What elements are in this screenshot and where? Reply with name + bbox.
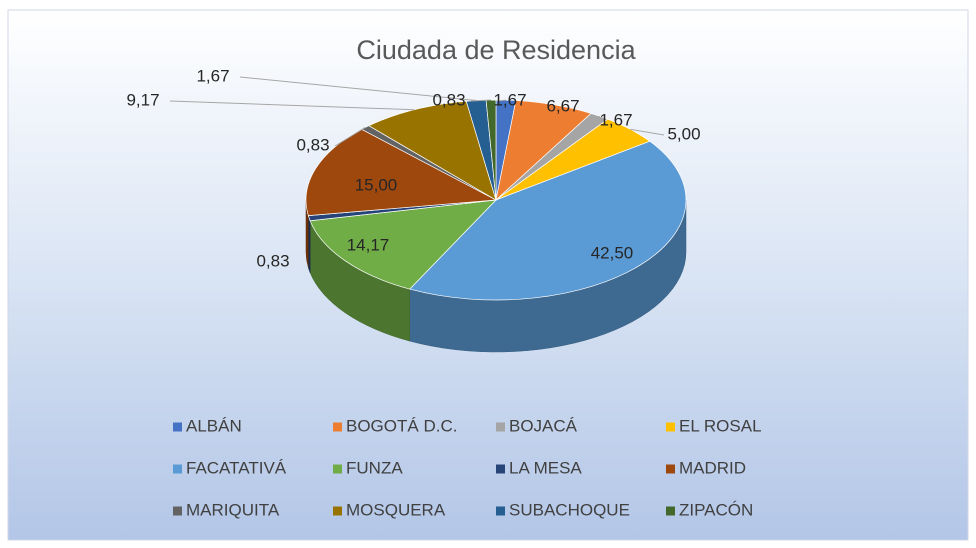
legend-swatch xyxy=(496,422,505,432)
leader-line xyxy=(169,100,415,111)
legend-swatch xyxy=(333,464,342,474)
data-label: 5,00 xyxy=(667,124,700,143)
data-label: 42,50 xyxy=(591,243,634,262)
data-label: 9,17 xyxy=(126,90,159,109)
legend-label: FUNZA xyxy=(346,458,403,477)
data-label: 0,83 xyxy=(432,90,465,109)
data-label: 1,67 xyxy=(599,110,632,129)
legend-swatch xyxy=(496,464,505,474)
legend-label: EL ROSAL xyxy=(679,416,762,435)
slice xyxy=(309,199,497,290)
legend-label: MADRID xyxy=(679,458,746,477)
data-label: 0,83 xyxy=(296,135,329,154)
data-label: 15,00 xyxy=(355,175,398,194)
data-label: 1,67 xyxy=(493,90,526,109)
data-label: 0,83 xyxy=(256,251,289,270)
legend-label: ZIPACÓN xyxy=(679,500,753,519)
legend-swatch xyxy=(666,464,675,474)
legend-swatch xyxy=(173,464,182,474)
legend-label: BOJACÁ xyxy=(509,416,578,435)
legend-label: LA MESA xyxy=(509,458,582,477)
legend-label: FACATATIVÁ xyxy=(186,458,287,477)
legend-label: BOGOTÁ D.C. xyxy=(346,416,457,435)
legend-swatch xyxy=(333,506,342,516)
legend-label: MOSQUERA xyxy=(346,500,446,519)
legend-label: SUBACHOQUE xyxy=(509,500,630,519)
leader-line xyxy=(239,76,477,102)
legend-label: ALBÁN xyxy=(186,416,242,435)
legend-swatch xyxy=(333,422,342,432)
chart-title: Ciudada de Residencia xyxy=(356,35,636,65)
legend-swatch xyxy=(666,422,675,432)
legend-swatch xyxy=(496,506,505,516)
slice xyxy=(305,128,498,216)
slice-side xyxy=(308,215,311,273)
legend-swatch xyxy=(173,422,182,432)
legend-swatch xyxy=(173,506,182,516)
legend-label: MARIQUITA xyxy=(186,500,280,519)
slice xyxy=(409,140,687,301)
data-label: 14,17 xyxy=(347,235,390,254)
data-label: 6,67 xyxy=(546,96,579,115)
leader-line xyxy=(496,99,507,102)
leader-line xyxy=(597,116,601,122)
legend-swatch xyxy=(666,506,675,516)
data-label: 1,67 xyxy=(196,66,229,85)
leader-line xyxy=(470,99,492,102)
leader-line xyxy=(630,128,665,136)
leader-line xyxy=(334,127,366,147)
